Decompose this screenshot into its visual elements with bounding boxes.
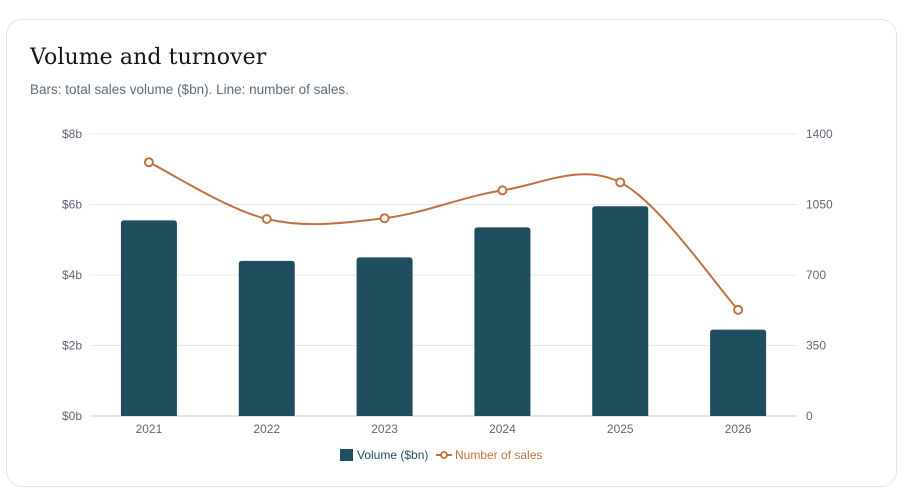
volume-bar[interactable] (120, 220, 177, 416)
y-left-tick-label: $0b (62, 409, 82, 423)
y-right-tick-label: 0 (806, 409, 813, 423)
sales-point[interactable] (261, 214, 272, 225)
volume-bar[interactable] (356, 257, 413, 416)
x-tick-label: 2022 (253, 422, 280, 436)
y-right-tick-label: 700 (806, 268, 826, 282)
chart-title: Volume and turnover (30, 45, 267, 70)
sales-point[interactable] (379, 213, 390, 224)
legend-swatch-volume (340, 449, 353, 461)
x-tick-label: 2025 (607, 422, 634, 436)
y-left-tick-label: $4b (62, 268, 82, 282)
sales-point[interactable] (733, 304, 744, 315)
x-tick-label: 2023 (371, 422, 398, 436)
x-tick-label: 2026 (725, 422, 752, 436)
volume-bar[interactable] (474, 227, 531, 416)
x-tick-label: 2024 (489, 422, 516, 436)
legend-label-sales: Number of sales (455, 448, 542, 462)
sales-point[interactable] (143, 157, 154, 168)
y-left-tick-label: $6b (62, 198, 82, 212)
y-right-tick-label: 1050 (806, 198, 833, 212)
chart-subtitle: Bars: total sales volume ($bn). Line: nu… (30, 82, 349, 97)
sales-point[interactable] (497, 185, 508, 196)
sales-line (148, 161, 739, 311)
y-left-tick-label: $8b (62, 127, 82, 141)
volume-bar[interactable] (710, 329, 767, 416)
legend-marker-sales (440, 451, 448, 459)
y-right-tick-label: 350 (806, 339, 826, 353)
volume-bar[interactable] (238, 260, 295, 416)
volume-bar[interactable] (592, 206, 649, 416)
y-left-tick-label: $2b (62, 339, 82, 353)
y-right-tick-label: 1400 (806, 127, 833, 141)
legend-label-volume: Volume ($bn) (357, 448, 428, 462)
x-tick-label: 2021 (136, 422, 163, 436)
sales-point[interactable] (615, 177, 626, 188)
